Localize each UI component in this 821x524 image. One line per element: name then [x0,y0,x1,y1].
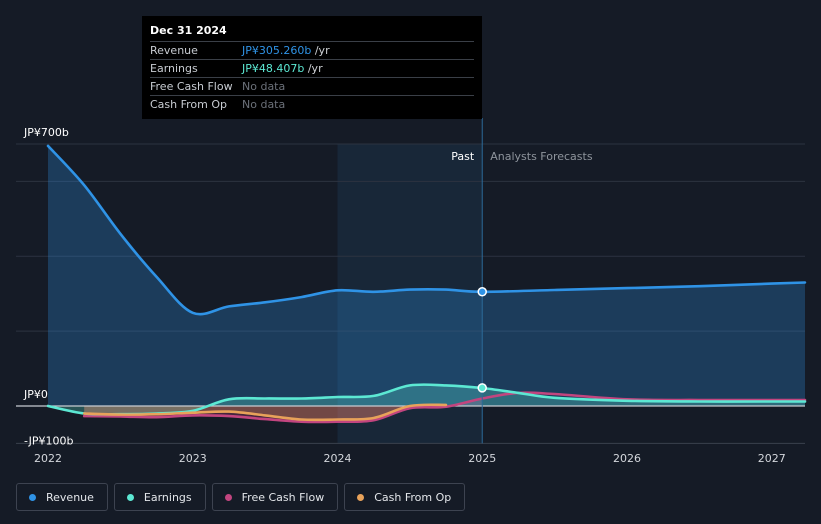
legend: Revenue Earnings Free Cash Flow Cash Fro… [16,483,466,511]
highlight-band [337,144,483,444]
y-tick-label: -JP¥100b [24,434,73,447]
tooltip-row-earnings: Earnings JP¥48.407b /yr [150,59,474,77]
tooltip-label: Free Cash Flow [150,80,233,93]
tooltip-value: JP¥48.407b [242,62,305,75]
revenue-area [48,145,805,406]
revenue-marker [477,286,487,297]
cash-from-op-dot-icon [357,493,365,501]
x-tick-label: 2026 [613,452,641,465]
tooltip-label: Earnings [150,62,198,75]
y-tick-label: JP¥700b [23,126,69,139]
x-tick-label: 2022 [34,452,62,465]
tooltip-row-revenue: Revenue JP¥305.260b /yr [150,41,474,59]
tooltip-label: Revenue [150,44,198,57]
tooltip-row-free-cash-flow: Free Cash Flow No data [150,77,474,95]
earnings-marker [477,383,487,393]
chart-area: Past Analysts Forecasts JP¥700b JP¥0 -JP¥100… [16,118,807,465]
tooltip-date: Dec 31 2024 [150,24,227,37]
legend-item-free-cash-flow[interactable]: Free Cash Flow [211,483,339,511]
legend-label: Earnings [143,490,192,504]
x-tick-label: 2025 [468,452,496,465]
x-tick-label: 2023 [179,452,207,465]
cash-from-op-line [82,403,448,422]
tooltip: Dec 31 2024 Revenue JP¥305.260b /yr Earn… [142,16,482,119]
earnings-area [48,384,805,415]
tooltip-suffix: /yr [311,44,330,57]
forecast-label: Analysts Forecasts [490,150,593,163]
revenue-dot-icon [29,493,36,501]
free-cash-flow-dot-icon [224,493,232,501]
y-tick-label: JP¥0 [23,388,48,401]
legend-item-earnings[interactable]: Earnings [113,483,206,511]
legend-label: Cash From Op [374,490,452,504]
tooltip-label: Cash From Op [150,98,228,111]
tooltip-value: No data [242,98,286,111]
legend-item-revenue[interactable]: Revenue [16,483,108,511]
free-cash-flow-line [82,391,807,424]
past-label: Past [451,150,475,163]
tooltip-suffix: /yr [304,62,323,75]
x-tick-label: 2024 [323,452,351,465]
legend-item-cash-from-op[interactable]: Cash From Op [344,483,466,511]
legend-label: Free Cash Flow [241,490,325,504]
legend-label: Revenue [46,490,94,504]
tooltip-value: No data [242,80,286,93]
revenue-line [46,144,807,316]
cash-from-op-area [84,404,446,420]
earnings-dot-icon [126,493,134,501]
tooltip-row-cash-from-op: Cash From Op No data [150,95,474,113]
x-tick-label: 2027 [758,452,786,465]
tooltip-value: JP¥305.260b [242,44,312,57]
